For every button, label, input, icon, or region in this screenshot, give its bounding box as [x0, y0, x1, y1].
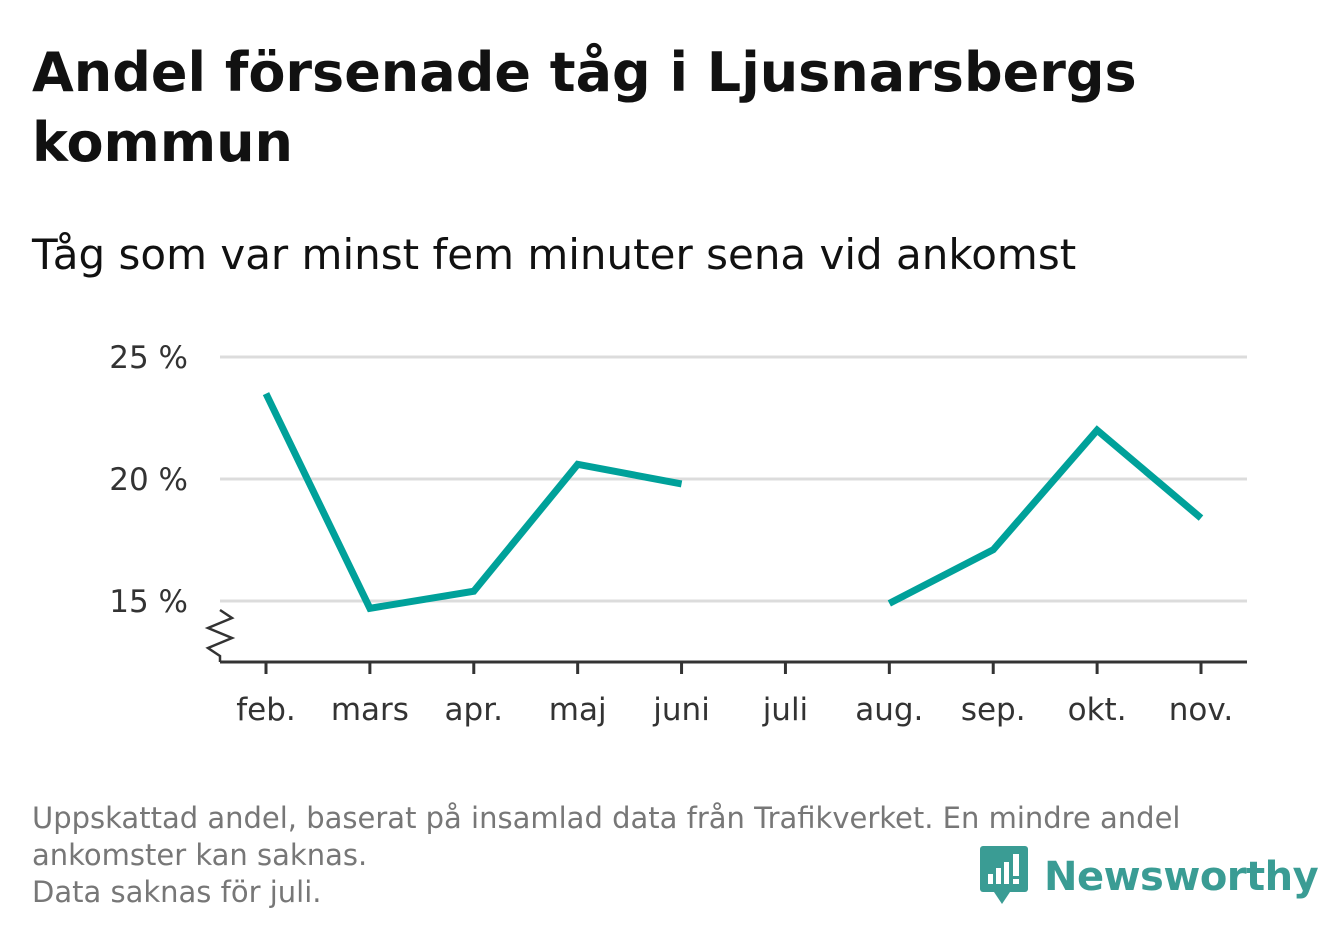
- series-line-segment: [262, 392, 683, 613]
- y-tick-label: 15 %: [109, 584, 188, 620]
- x-tick-label: okt.: [1068, 692, 1127, 728]
- newsworthy-logo-icon: [980, 846, 1028, 904]
- chart-title: Andel försenade tåg i Ljusnarsbergs komm…: [32, 41, 1137, 174]
- series-line-segment: [887, 425, 1204, 607]
- x-tick-label: nov.: [1169, 692, 1233, 728]
- brand-name: Newsworthy: [1044, 854, 1319, 900]
- y-tick-label: 25 %: [109, 340, 188, 376]
- footnote-line-2: ankomster kan saknas.: [32, 838, 368, 872]
- x-tick-label: mars: [331, 692, 409, 728]
- axis-break-icon: [204, 608, 236, 662]
- brand-logo: Newsworthy: [980, 846, 1319, 908]
- x-tick-label: aug.: [855, 692, 923, 728]
- x-tick-label: apr.: [445, 692, 503, 728]
- x-tick-label: sep.: [961, 692, 1026, 728]
- footnote: Uppskattad andel, baserat på insamlad da…: [32, 800, 1282, 911]
- x-tick-label: maj: [549, 692, 607, 728]
- y-tick-label: 20 %: [109, 462, 188, 498]
- chart-subtitle: Tåg som var minst fem minuter sena vid a…: [32, 230, 1077, 279]
- x-tick-label: juli: [762, 692, 809, 728]
- x-tick-label: juni: [652, 692, 710, 728]
- footnote-line-1: Uppskattad andel, baserat på insamlad da…: [32, 801, 1181, 835]
- x-tick-label: feb.: [236, 692, 296, 728]
- line-chart: 15 % 20 % 25 % feb. mars apr. maj juni juli aug. s…: [109, 340, 1247, 728]
- footnote-line-3: Data saknas för juli.: [32, 875, 322, 909]
